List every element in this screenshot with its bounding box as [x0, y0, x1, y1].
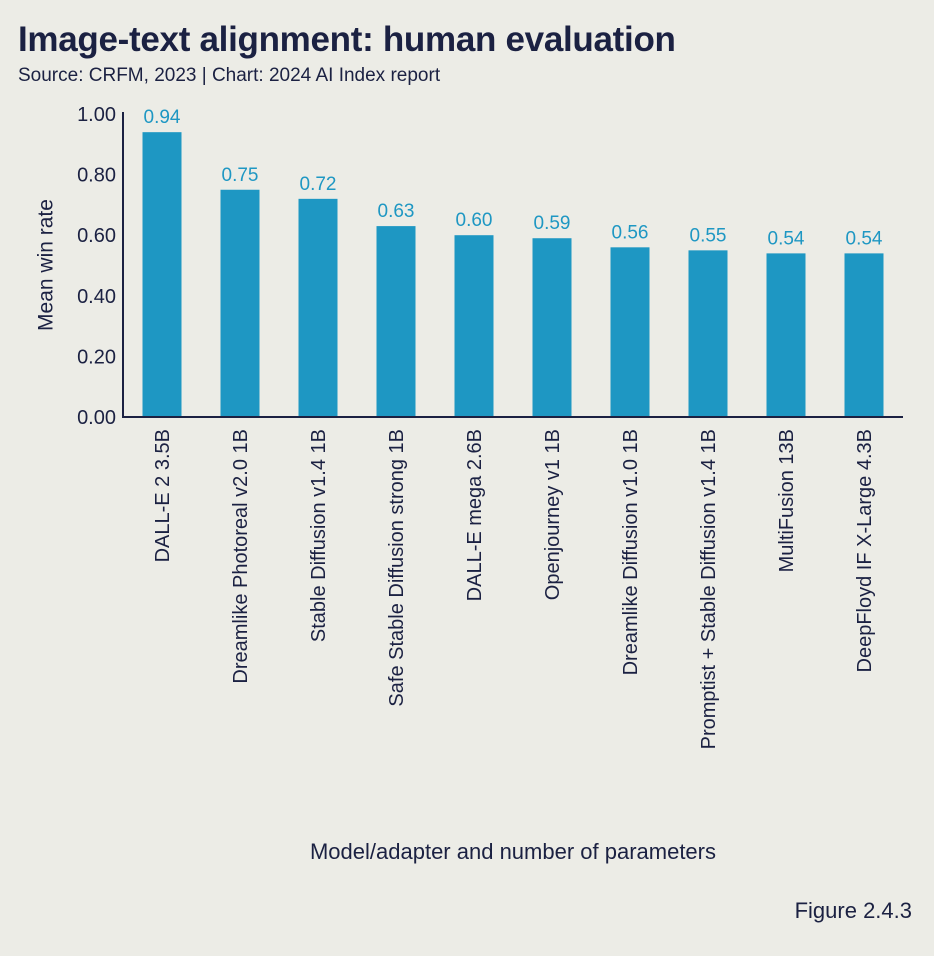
- bar-7: [610, 247, 650, 417]
- value-label: 0.60: [456, 210, 493, 231]
- x-tick-label: MultiFusion 13B: [776, 429, 798, 572]
- bar-2: [220, 189, 260, 417]
- bar-3: [298, 198, 338, 417]
- value-labels: 0.94 0.75 0.72 0.63 0.60 0.59 0.56 0.55 0.54 0.54: [144, 107, 883, 249]
- y-tick-label: 0.80: [77, 165, 116, 187]
- bars: [142, 132, 884, 417]
- x-axis-title: Model/adapter and number of parameters: [310, 839, 716, 864]
- bar-10: [844, 253, 884, 417]
- x-tick-label: Dreamlike Photoreal v2.0 1B: [230, 429, 252, 684]
- y-tick-label: 0.40: [77, 286, 116, 308]
- x-tick-label: Promptist + Stable Diffusion v1.4 1B: [698, 429, 720, 749]
- bar-9: [766, 253, 806, 417]
- x-tick-label: Dreamlike Diffusion v1.0 1B: [620, 429, 642, 675]
- value-label: 0.55: [690, 225, 727, 246]
- value-label: 0.54: [768, 228, 805, 249]
- y-tick-label: 1.00: [77, 104, 116, 126]
- y-tick-label: 0.20: [77, 346, 116, 368]
- x-tick-label: DALL-E 2 3.5B: [152, 429, 174, 562]
- x-tick-label: Openjourney v1 1B: [542, 429, 564, 600]
- y-axis-ticks: 0.00 0.20 0.40 0.60 0.80 1.00: [77, 104, 116, 429]
- value-label: 0.59: [534, 213, 571, 234]
- x-axis-tick-labels: DALL-E 2 3.5B Dreamlike Photoreal v2.0 1B…: [152, 429, 876, 749]
- value-label: 0.72: [300, 174, 337, 195]
- x-tick-label: Safe Stable Diffusion strong 1B: [386, 429, 408, 707]
- y-axis-title: Mean win rate: [34, 199, 57, 331]
- figure-label: Figure 2.4.3: [794, 898, 912, 923]
- value-label: 0.54: [846, 228, 883, 249]
- value-label: 0.94: [144, 107, 181, 128]
- bar-4: [376, 226, 416, 417]
- bar-5: [454, 235, 494, 417]
- chart-subtitle: Source: CRFM, 2023 | Chart: 2024 AI Inde…: [18, 65, 441, 86]
- value-label: 0.56: [612, 222, 649, 243]
- x-tick-label: Stable Diffusion v1.4 1B: [308, 429, 330, 642]
- value-label: 0.75: [222, 165, 259, 186]
- x-tick-label: DeepFloyd IF X-Large 4.3B: [854, 429, 876, 672]
- bar-8: [688, 250, 728, 417]
- bar-6: [532, 238, 572, 417]
- y-tick-label: 0.60: [77, 225, 116, 247]
- x-tick-label: DALL-E mega 2.6B: [464, 429, 486, 601]
- value-label: 0.63: [378, 201, 415, 222]
- y-tick-label: 0.00: [77, 407, 116, 429]
- chart-title: Image-text alignment: human evaluation: [18, 20, 676, 59]
- bar-1: [142, 132, 182, 417]
